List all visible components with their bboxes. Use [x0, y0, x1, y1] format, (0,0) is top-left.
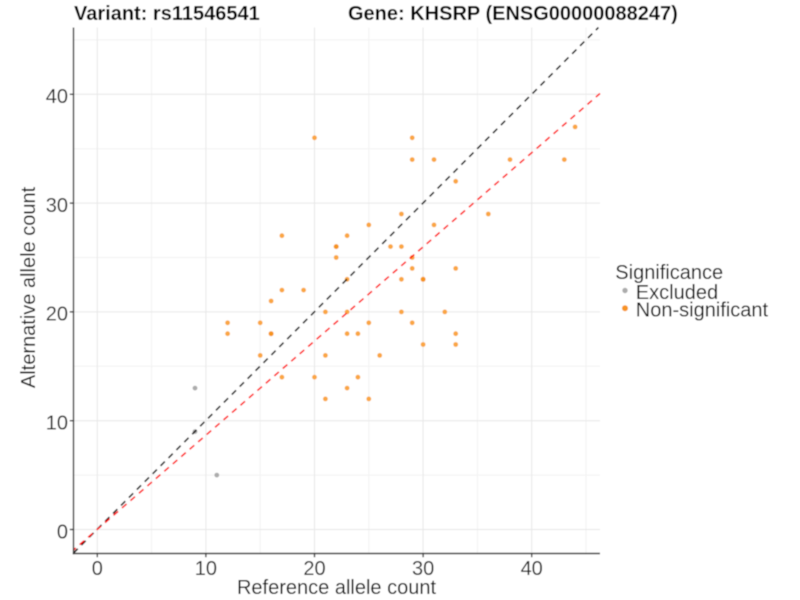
svg-text:40: 40 [521, 558, 543, 580]
svg-text:Gene: KHSRP (ENSG00000088247): Gene: KHSRP (ENSG00000088247) [348, 3, 678, 25]
svg-text:0: 0 [57, 521, 68, 543]
svg-text:30: 30 [46, 195, 68, 217]
svg-text:40: 40 [46, 86, 68, 108]
svg-text:Reference allele count: Reference allele count [237, 577, 436, 599]
svg-text:20: 20 [46, 304, 68, 326]
svg-text:0: 0 [92, 558, 103, 580]
svg-text:Non-significant: Non-significant [636, 300, 769, 322]
svg-text:Variant: rs11546541: Variant: rs11546541 [74, 3, 260, 25]
svg-text:Alternative allele count: Alternative allele count [18, 186, 40, 388]
svg-text:Excluded: Excluded [636, 282, 718, 304]
svg-text:10: 10 [46, 413, 68, 435]
svg-text:10: 10 [195, 558, 217, 580]
svg-text:Significance: Significance [615, 262, 723, 284]
svg-text:30: 30 [412, 558, 434, 580]
svg-text:20: 20 [303, 558, 325, 580]
